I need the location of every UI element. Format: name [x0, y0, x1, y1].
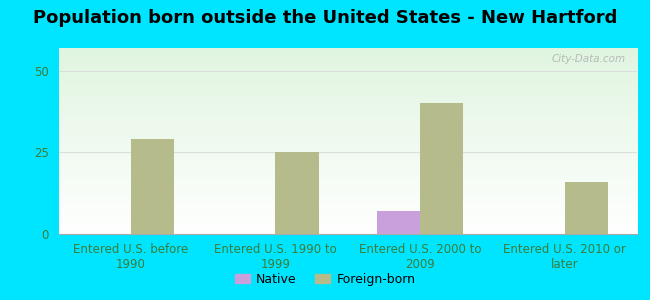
Bar: [276, 152, 318, 234]
Legend: Native, Foreign-born: Native, Foreign-born: [229, 268, 421, 291]
Bar: [420, 103, 463, 234]
Bar: [565, 182, 608, 234]
Text: Population born outside the United States - New Hartford: Population born outside the United State…: [32, 9, 617, 27]
Text: City-Data.com: City-Data.com: [551, 54, 625, 64]
Bar: [377, 211, 420, 234]
Bar: [131, 140, 174, 234]
